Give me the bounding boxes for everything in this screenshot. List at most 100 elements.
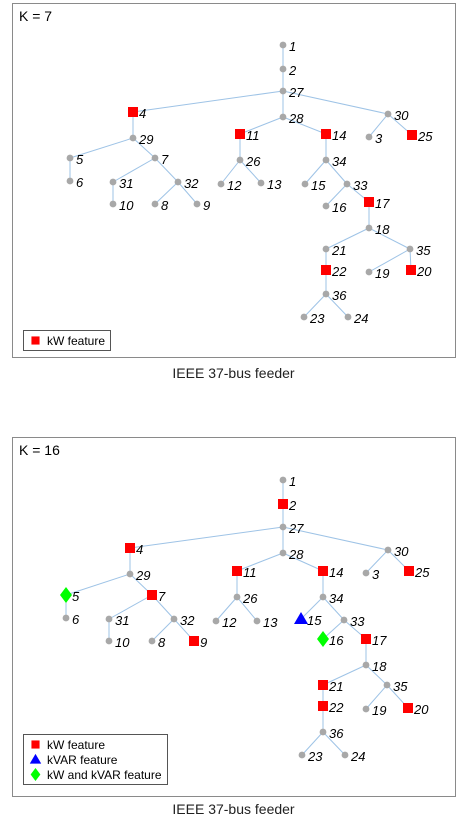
edge-30-3 <box>368 113 389 138</box>
bus-label-4: 4 <box>139 106 146 121</box>
edge-18-21 <box>322 664 367 686</box>
bus-node-18 <box>362 661 370 669</box>
bus-label-36: 36 <box>332 288 347 303</box>
edge-27-30 <box>282 90 389 115</box>
bus-node-3 <box>362 569 370 577</box>
bus-label-34: 34 <box>329 591 343 606</box>
bus-node-27 <box>279 523 287 531</box>
bus-node-17 <box>361 634 371 644</box>
edge-18-35 <box>368 227 411 250</box>
bus-label-18: 18 <box>372 659 387 674</box>
bus-node-35 <box>383 681 391 689</box>
edge-36-23 <box>303 293 327 318</box>
edge-36-24 <box>325 293 349 318</box>
bus-node-2 <box>278 499 288 509</box>
bus-label-13: 13 <box>263 615 278 630</box>
bus-label-32: 32 <box>184 176 199 191</box>
bus-label-27: 27 <box>288 521 304 536</box>
bus-label-12: 12 <box>227 178 242 193</box>
bus-label-20: 20 <box>413 702 429 717</box>
legend-label: kVAR feature <box>47 752 118 767</box>
bus-node-1 <box>279 41 287 49</box>
bus-label-29: 29 <box>138 132 153 147</box>
legend-label: kW feature <box>47 333 106 348</box>
bus-node-7 <box>147 590 157 600</box>
edge-30-3 <box>365 549 389 574</box>
bus-node-25 <box>407 130 417 140</box>
k-label: K = 7 <box>19 8 53 24</box>
edge-32-8 <box>154 181 179 205</box>
bus-label-14: 14 <box>332 128 346 143</box>
bus-node-13 <box>253 617 261 625</box>
bus-label-17: 17 <box>375 196 390 211</box>
bus-node-22 <box>318 701 328 711</box>
edge-26-12 <box>220 159 241 185</box>
bus-label-8: 8 <box>158 635 166 650</box>
bus-node-21 <box>322 245 330 253</box>
legend-item: kW feature <box>29 333 105 348</box>
bus-node-19 <box>365 268 373 276</box>
edge-7-32 <box>154 157 179 183</box>
bus-node-7 <box>151 154 159 162</box>
edge-29-7 <box>132 137 156 159</box>
bus-label-6: 6 <box>72 612 80 627</box>
bus-node-9 <box>193 200 201 208</box>
legend: kW feature kVAR feature kW and kVAR featur… <box>23 734 168 785</box>
bus-node-31 <box>109 178 117 186</box>
bus-label-1: 1 <box>289 39 296 54</box>
legend-label: kW and kVAR feature <box>47 767 162 782</box>
bus-label-10: 10 <box>119 198 134 213</box>
bus-label-26: 26 <box>245 154 261 169</box>
bus-label-27: 27 <box>288 85 304 100</box>
edge-7-31 <box>112 157 156 183</box>
bus-node-36 <box>319 728 327 736</box>
bus-label-7: 7 <box>158 589 166 604</box>
bus-label-19: 19 <box>372 703 386 718</box>
legend-item: kW feature <box>29 737 162 752</box>
edge-29-5 <box>69 137 134 159</box>
bus-node-26 <box>236 156 244 164</box>
edge-26-13 <box>239 159 262 184</box>
edge-33-16 <box>325 183 348 207</box>
bus-label-6: 6 <box>76 175 84 190</box>
bus-label-33: 33 <box>353 178 368 193</box>
bus-label-9: 9 <box>200 635 207 650</box>
bus-node-31 <box>105 615 113 623</box>
bus-label-9: 9 <box>203 198 210 213</box>
bus-node-23 <box>298 751 306 759</box>
bus-node-5 <box>66 154 74 162</box>
bus-label-21: 21 <box>331 243 346 258</box>
legend-item: kW and kVAR feature <box>29 767 162 782</box>
bus-label-31: 31 <box>119 176 133 191</box>
bus-label-5: 5 <box>76 152 84 167</box>
bus-node-11 <box>232 566 242 576</box>
bus-node-1 <box>279 476 287 484</box>
bus-label-16: 16 <box>332 200 347 215</box>
edge-27-30 <box>282 526 389 551</box>
figure-caption: IEEE 37-bus feeder <box>172 365 295 381</box>
bus-node-12 <box>212 617 220 625</box>
bus-label-8: 8 <box>161 198 169 213</box>
bus-node-32 <box>174 178 182 186</box>
bus-node-11 <box>235 129 245 139</box>
edge-32-9 <box>177 181 198 205</box>
feeder-panel-k7: K = 7 1 2 3 4 5 6 7 8 9 10 11 12 13 14 15 16 17 18 19 20 21 2… <box>12 3 456 358</box>
edge-29-5 <box>65 573 131 596</box>
bus-node-29 <box>126 570 134 578</box>
bus-node-29 <box>129 134 137 142</box>
bus-node-24 <box>344 313 352 321</box>
bus-label-13: 13 <box>267 177 282 192</box>
edge-28-11 <box>236 552 284 572</box>
bus-node-23 <box>300 313 308 321</box>
bus-label-35: 35 <box>393 679 408 694</box>
bus-label-17: 17 <box>372 633 387 648</box>
bus-label-28: 28 <box>288 547 304 562</box>
bus-node-3 <box>365 133 373 141</box>
bus-node-9 <box>189 636 199 646</box>
bus-label-30: 30 <box>394 108 409 123</box>
legend: kW feature <box>23 330 112 351</box>
bus-node-33 <box>343 180 351 188</box>
bus-node-13 <box>257 179 265 187</box>
bus-label-14: 14 <box>329 565 343 580</box>
bus-label-36: 36 <box>329 726 344 741</box>
